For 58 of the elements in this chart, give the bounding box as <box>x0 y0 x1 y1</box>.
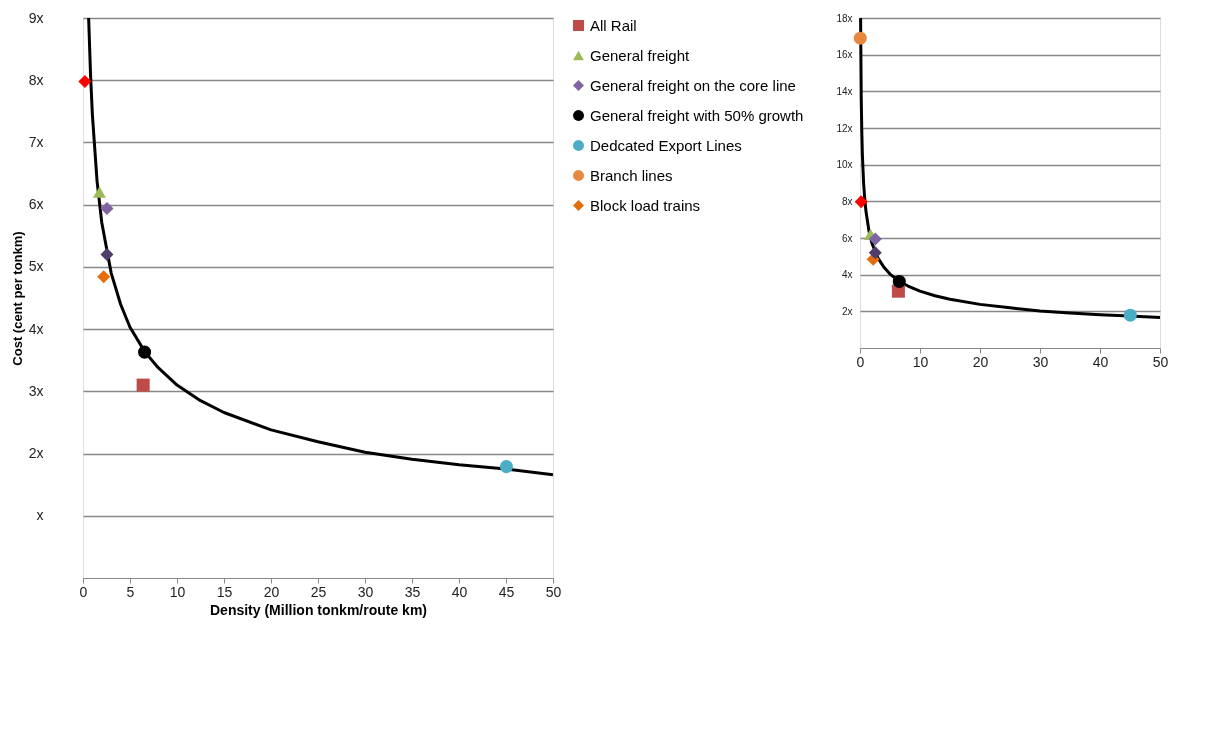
y-tick-label: 5x <box>28 258 44 275</box>
legend-label: General freight with 50% growth <box>590 106 804 124</box>
y-tick-label: 12x <box>836 122 853 134</box>
legend-label: General freight <box>590 46 691 64</box>
x-tick-label: 20 <box>263 583 280 600</box>
y-tick-label: 2x <box>841 305 853 317</box>
point <box>1123 308 1137 322</box>
x-tick-label: 15 <box>216 583 233 600</box>
x-tick-label: 10 <box>912 353 929 370</box>
x-tick-label: 0 <box>79 583 88 600</box>
y-tick-label: 4x <box>28 320 44 337</box>
x-tick-label: 25 <box>310 583 327 600</box>
x-axis-title: Density (Million tonkm/route km) <box>209 601 428 618</box>
legend-label: General freight on the core line <box>590 76 796 94</box>
point <box>78 74 92 88</box>
point <box>868 232 882 246</box>
x-tick-label: 0 <box>856 353 865 370</box>
y-tick-label: 6x <box>841 232 853 244</box>
y-tick-label: x <box>36 507 44 524</box>
point <box>499 460 513 474</box>
y-axis-title: Cost (cent per tonkm) <box>9 231 25 366</box>
y-tick-label: 6x <box>28 196 44 213</box>
y-tick-label: 4x <box>841 269 853 281</box>
x-tick-label: 30 <box>357 583 374 600</box>
y-tick-label: 8x <box>841 195 853 207</box>
point <box>92 186 106 198</box>
point <box>868 246 882 260</box>
y-tick-label: 7x <box>28 133 44 150</box>
x-tick-label: 50 <box>1152 353 1169 370</box>
y-tick-label: 3x <box>28 382 44 399</box>
point <box>853 31 867 45</box>
x-tick-label: 40 <box>451 583 468 600</box>
legend-label: Block load trains <box>590 196 701 214</box>
legend-label: All Rail <box>590 16 637 34</box>
point <box>138 345 152 359</box>
x-tick-label: 30 <box>1032 353 1049 370</box>
point <box>100 247 114 261</box>
x-tick-label: 5 <box>126 583 135 600</box>
point <box>136 378 150 392</box>
y-tick-label: 14x <box>836 85 853 97</box>
y-tick-label: 18x <box>836 12 853 24</box>
x-tick-label: 20 <box>972 353 989 370</box>
y-tick-label: 16x <box>836 49 853 61</box>
legend-label: Branch lines <box>590 166 673 184</box>
y-tick-label: 8x <box>28 71 44 88</box>
x-tick-label: 50 <box>545 583 562 600</box>
point <box>854 195 868 209</box>
x-tick-label: 35 <box>404 583 421 600</box>
point <box>100 201 114 215</box>
legend-label: Dedcated Export Lines <box>590 136 742 154</box>
y-tick-label: 9x <box>28 9 44 26</box>
y-tick-label: 2x <box>28 445 44 462</box>
x-tick-label: 10 <box>169 583 186 600</box>
y-tick-label: 10x <box>836 159 853 171</box>
point <box>97 270 111 284</box>
point <box>892 274 906 288</box>
x-tick-label: 40 <box>1092 353 1109 370</box>
x-tick-label: 45 <box>498 583 515 600</box>
